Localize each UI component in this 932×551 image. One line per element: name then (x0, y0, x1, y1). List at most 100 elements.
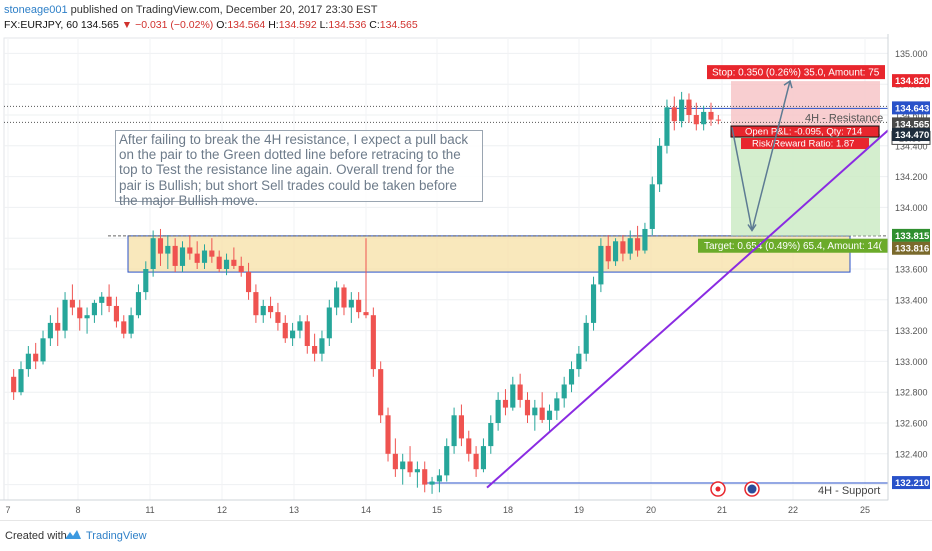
y-tick-label: 133.200 (895, 326, 928, 336)
y-tick-label: 134.200 (895, 172, 928, 182)
candle-body (245, 272, 252, 293)
price-label: 132.210 (895, 478, 929, 489)
open-label: O: (216, 19, 228, 31)
y-tick-label: 132.400 (895, 449, 928, 459)
price-change: −0.031 (−0.02%) (135, 19, 214, 31)
candle-body (231, 259, 237, 266)
footer: Created with TradingView (0, 520, 932, 551)
event-marker-dot (715, 486, 721, 492)
candle-body (642, 228, 648, 251)
time-axis[interactable]: 7 8 11 12 13 14 15 18 19 20 21 22 25 (0, 499, 888, 515)
rr-label: Risk/Reward Ratio: 1.87 (752, 139, 854, 150)
target-label: Target: 0.654 (0.49%) 65.4, Amount: 14( (704, 241, 883, 252)
candle-body (598, 245, 604, 285)
candle-body (275, 312, 281, 323)
projection-arrow-down (747, 224, 757, 232)
candle-body (370, 315, 376, 370)
candle-body (157, 238, 164, 254)
x-tick-label: 8 (75, 505, 80, 515)
high-label: H: (268, 19, 279, 31)
candle-body (451, 415, 457, 447)
candle-body (33, 353, 39, 362)
candle-body (326, 307, 332, 339)
candle-body (444, 446, 450, 476)
y-tick-label: 134.400 (895, 141, 928, 151)
candle-body (620, 241, 626, 254)
price-axis[interactable]: 135.000134.800134.600134.400134.200134.0… (887, 34, 931, 500)
candle-body (414, 469, 420, 473)
y-tick-label: 134.600 (895, 111, 928, 121)
event-markers[interactable] (710, 481, 760, 497)
candle-body (297, 321, 303, 331)
candle-body (502, 399, 509, 408)
candle-body (708, 111, 714, 120)
symbol-label[interactable]: FX:EURJPY, 60 (4, 19, 78, 31)
price-label: 133.815 (895, 231, 930, 242)
candle-body (671, 107, 677, 122)
candles (11, 91, 721, 494)
low-value: 134.536 (328, 19, 367, 31)
candle-body (113, 305, 120, 322)
candle-body (378, 369, 384, 416)
candle-body (319, 338, 325, 354)
candle-body (466, 438, 472, 454)
annotation-text-box[interactable]: After failing to break the 4H resistance… (115, 130, 483, 208)
candle-body (69, 299, 75, 308)
candle-body (627, 238, 633, 254)
candle-body (223, 259, 230, 269)
price-chart[interactable]: Stop: 0.350 (0.26%) 35.0, Amount: 75 Open… (0, 34, 932, 520)
candle-body (187, 247, 193, 254)
candle-body (686, 99, 692, 115)
uptrend-line (486, 129, 889, 489)
x-tick-label: 20 (646, 505, 656, 515)
candle-body (216, 256, 222, 269)
open-value: 134.564 (227, 19, 266, 31)
projection-arrow-up (783, 79, 793, 89)
y-tick-label: 132.600 (895, 419, 928, 429)
candle-body (510, 384, 516, 408)
price-label: 134.470 (895, 130, 929, 141)
trend-lines[interactable]: 4H - Resistance 4H - Support (4, 79, 889, 497)
y-tick-label: 135.000 (895, 49, 928, 59)
last-price: 134.565 (80, 19, 119, 31)
candle-body (84, 315, 90, 319)
candle-body (172, 245, 178, 266)
candle-body (18, 369, 24, 393)
open-pl-label: Open P&L: -0.095, Qty: 714 (745, 127, 862, 138)
y-tick-label: 133.400 (895, 295, 928, 305)
candle-body (11, 376, 17, 393)
candle-body (201, 250, 208, 263)
candle-body (150, 238, 156, 269)
candle-body (268, 305, 274, 313)
author-link[interactable]: stoneage001 (4, 4, 68, 16)
candle-body (554, 398, 560, 411)
x-tick-label: 14 (361, 505, 371, 515)
short-position-tool[interactable]: Stop: 0.350 (0.26%) 35.0, Amount: 75 Open… (698, 65, 888, 253)
candle-body (260, 305, 266, 316)
candle-body (179, 247, 186, 266)
candle-body (693, 115, 699, 125)
candle-body (99, 296, 105, 303)
candle-body (701, 111, 707, 125)
x-tick-label: 25 (860, 505, 870, 515)
candle-body (635, 238, 641, 251)
x-tick-label: 12 (217, 505, 227, 515)
candle-body (495, 399, 501, 423)
down-arrow-icon: ▼ (121, 19, 133, 31)
tradingview-brand[interactable]: TradingView (86, 530, 147, 542)
candle-body (143, 269, 149, 293)
resistance-label: 4H - Resistance (805, 112, 883, 124)
price-label-bg (892, 128, 930, 142)
candle-body (304, 321, 310, 346)
x-tick-label: 11 (145, 505, 154, 515)
candle-body (407, 461, 413, 473)
target-zone (731, 135, 880, 236)
candle-body (649, 184, 655, 229)
candle-body (524, 399, 531, 416)
stop-label: Stop: 0.350 (0.26%) 35.0, Amount: 75 (712, 68, 880, 79)
candle-body (62, 299, 68, 331)
candle-body (473, 453, 479, 470)
candle-body (385, 415, 391, 454)
y-tick-label: 134.000 (895, 203, 928, 213)
chart-header: stoneage001 published on TradingView.com… (0, 0, 932, 34)
